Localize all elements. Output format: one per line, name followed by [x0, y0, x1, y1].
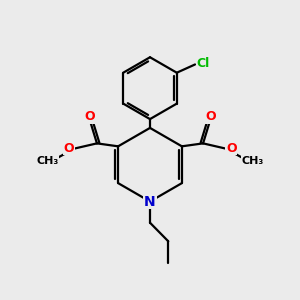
Text: N: N — [144, 194, 156, 208]
Text: CH₃: CH₃ — [242, 156, 264, 166]
Text: O: O — [226, 142, 237, 154]
Text: CH₃: CH₃ — [36, 156, 58, 166]
Text: O: O — [206, 110, 216, 123]
Text: O: O — [63, 142, 74, 154]
Text: Cl: Cl — [196, 57, 210, 70]
Text: O: O — [84, 110, 94, 123]
